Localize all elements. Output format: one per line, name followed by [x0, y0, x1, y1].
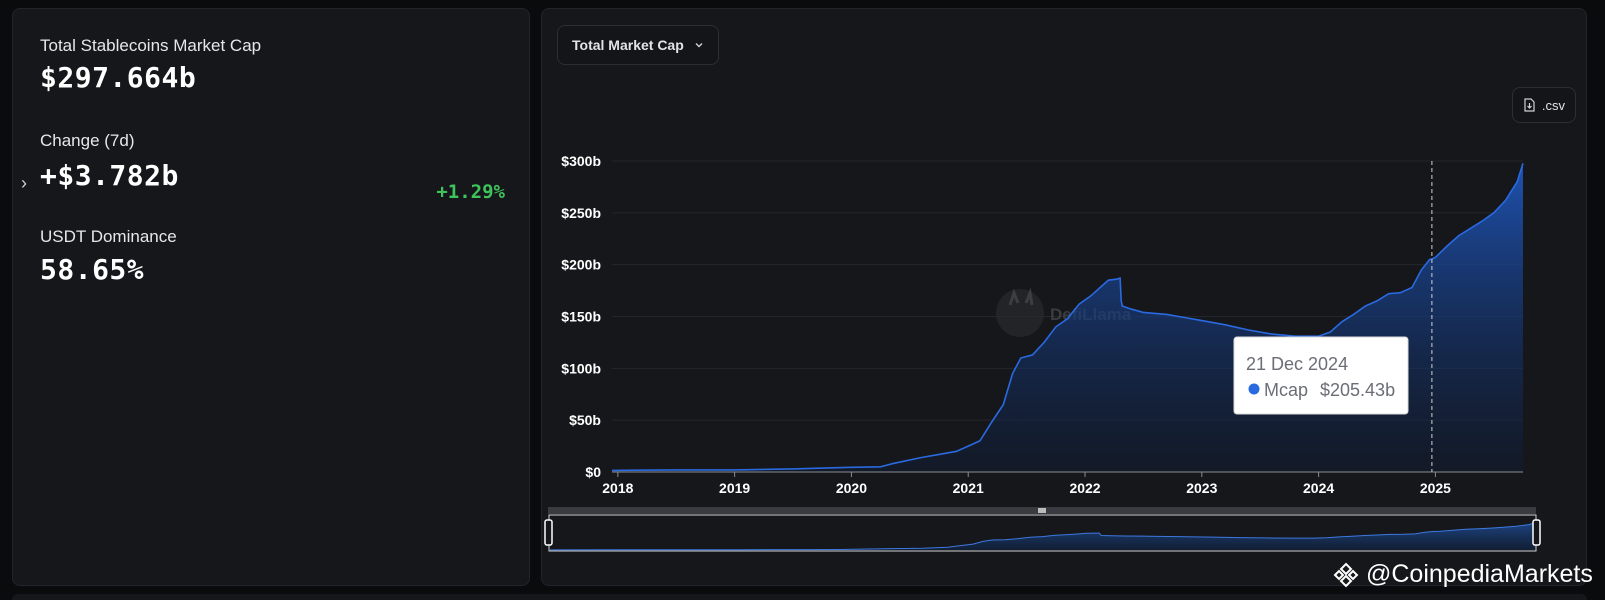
- x-tick-label: 2021: [953, 480, 984, 496]
- market-cap-value: $297.664b: [40, 61, 197, 94]
- binance-diamond-icon: [1333, 562, 1359, 587]
- x-tick-label: 2025: [1420, 480, 1451, 496]
- x-tick-label: 2024: [1303, 480, 1334, 496]
- market-cap-chart[interactable]: DefiLlama $0$50b$100b$150b$200b$250b$300…: [542, 9, 1588, 587]
- zoom-minimap: [549, 522, 1536, 551]
- metric-select-label: Total Market Cap: [572, 37, 684, 53]
- x-tick-label: 2022: [1069, 480, 1100, 496]
- change-value: +$3.782b: [40, 159, 179, 192]
- tooltip-series-dot: [1248, 383, 1260, 395]
- metric-select-dropdown[interactable]: Total Market Cap: [557, 25, 719, 65]
- minimap-area: [550, 523, 1535, 550]
- chart-tooltip: 21 Dec 2024 Mcap $205.43b: [1233, 336, 1409, 415]
- zoom-slider[interactable]: [544, 507, 1541, 552]
- watermark-text: @CoinpediaMarkets: [1366, 560, 1593, 588]
- y-tick-label: $0: [585, 464, 601, 480]
- market-cap-label: Total Stablecoins Market Cap: [40, 36, 262, 55]
- download-csv-button[interactable]: .csv: [1511, 87, 1576, 123]
- x-axis: 2018 2019 2020 2021 2022 2023 2024 2025: [602, 471, 1523, 496]
- tooltip-value: $205.43b: [1320, 380, 1395, 400]
- change-percent: +1.29%: [436, 181, 505, 203]
- series-mcap: [611, 163, 1524, 472]
- y-tick-label: $50b: [569, 412, 601, 428]
- y-tick-label: $150b: [561, 309, 601, 325]
- chart-panel: Total Market Cap .csv DefiLlama: [541, 8, 1587, 586]
- y-tick-label: $200b: [561, 257, 601, 273]
- download-file-icon: [1524, 98, 1535, 112]
- mcap-line: [611, 163, 1524, 472]
- y-axis: $0 $50b $100b $150b $200b $250b $300b: [561, 153, 601, 480]
- y-tick-label: $300b: [561, 153, 601, 169]
- summary-panel: Total Stablecoins Market Cap $297.664b ›…: [12, 8, 530, 586]
- expand-chevron-icon[interactable]: ›: [21, 173, 27, 193]
- change-label: Change (7d): [40, 131, 135, 150]
- coinpedia-watermark: @CoinpediaMarkets: [1332, 560, 1593, 589]
- x-tick-label: 2018: [602, 480, 633, 496]
- x-tick-label: 2020: [836, 480, 867, 496]
- x-tick-label: 2019: [719, 480, 750, 496]
- chevron-down-icon: [695, 43, 703, 48]
- csv-label: .csv: [1541, 97, 1565, 113]
- next-panel-edge: [12, 594, 1587, 600]
- zoom-handle-right[interactable]: [1532, 519, 1541, 546]
- zoom-grip-icon[interactable]: [1038, 508, 1046, 513]
- y-tick-label: $100b: [561, 360, 601, 376]
- dominance-value: 58.65%: [40, 253, 145, 286]
- zoom-handle-left[interactable]: [544, 519, 553, 546]
- y-tick-label: $250b: [561, 205, 601, 221]
- minimap-line: [549, 522, 1536, 551]
- tooltip-date: 21 Dec 2024: [1246, 354, 1348, 374]
- tooltip-series-name: Mcap: [1264, 380, 1308, 400]
- dominance-label: USDT Dominance: [40, 227, 177, 246]
- x-tick-label: 2023: [1186, 480, 1217, 496]
